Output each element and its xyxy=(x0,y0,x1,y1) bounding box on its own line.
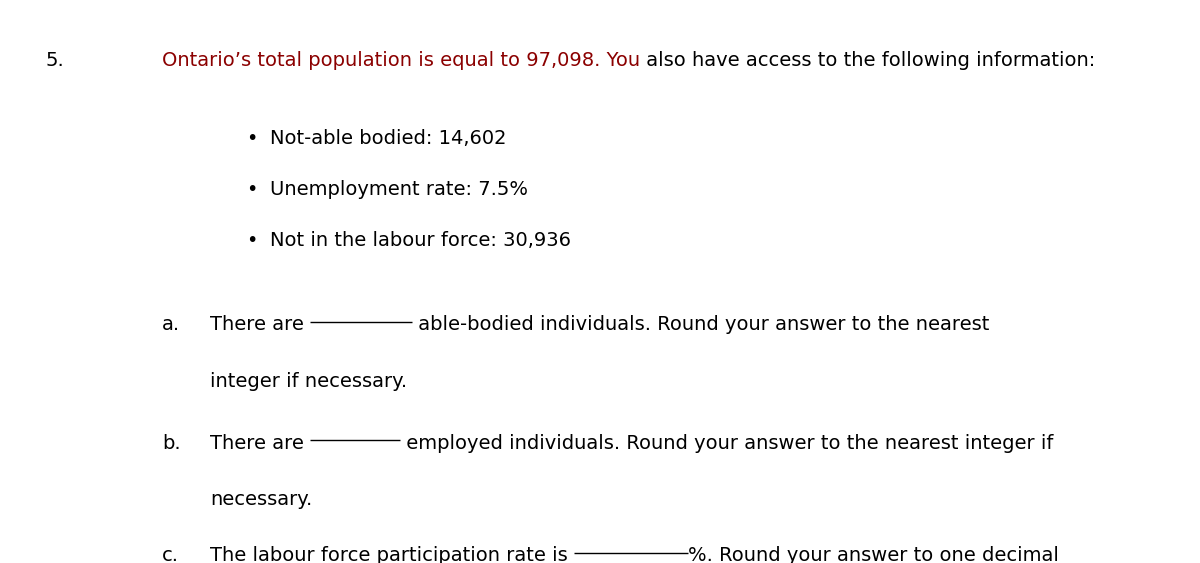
Text: •: • xyxy=(246,180,257,199)
Text: also have access to the following information:: also have access to the following inform… xyxy=(640,51,1096,70)
Text: necessary.: necessary. xyxy=(210,490,312,509)
Text: Ontario’s total population is equal to 97,098. You: Ontario’s total population is equal to 9… xyxy=(162,51,640,70)
Text: able-bodied individuals. Round your answer to the nearest: able-bodied individuals. Round your answ… xyxy=(412,315,990,334)
Text: The labour force participation rate is: The labour force participation rate is xyxy=(210,546,574,563)
Text: Not in the labour force: 30,936: Not in the labour force: 30,936 xyxy=(270,231,571,250)
Text: c.: c. xyxy=(162,546,179,563)
Text: integer if necessary.: integer if necessary. xyxy=(210,372,407,391)
Text: employed individuals. Round your answer to the nearest integer if: employed individuals. Round your answer … xyxy=(400,434,1054,453)
Text: •: • xyxy=(246,129,257,149)
Text: a.: a. xyxy=(162,315,180,334)
Text: Unemployment rate: 7.5%: Unemployment rate: 7.5% xyxy=(270,180,528,199)
Text: •: • xyxy=(246,231,257,250)
Text: %. Round your answer to one decimal: %. Round your answer to one decimal xyxy=(688,546,1058,563)
Text: There are: There are xyxy=(210,315,310,334)
Text: 5.: 5. xyxy=(46,51,65,70)
Text: There are: There are xyxy=(210,434,310,453)
Text: b.: b. xyxy=(162,434,181,453)
Text: Not-able bodied: 14,602: Not-able bodied: 14,602 xyxy=(270,129,506,149)
